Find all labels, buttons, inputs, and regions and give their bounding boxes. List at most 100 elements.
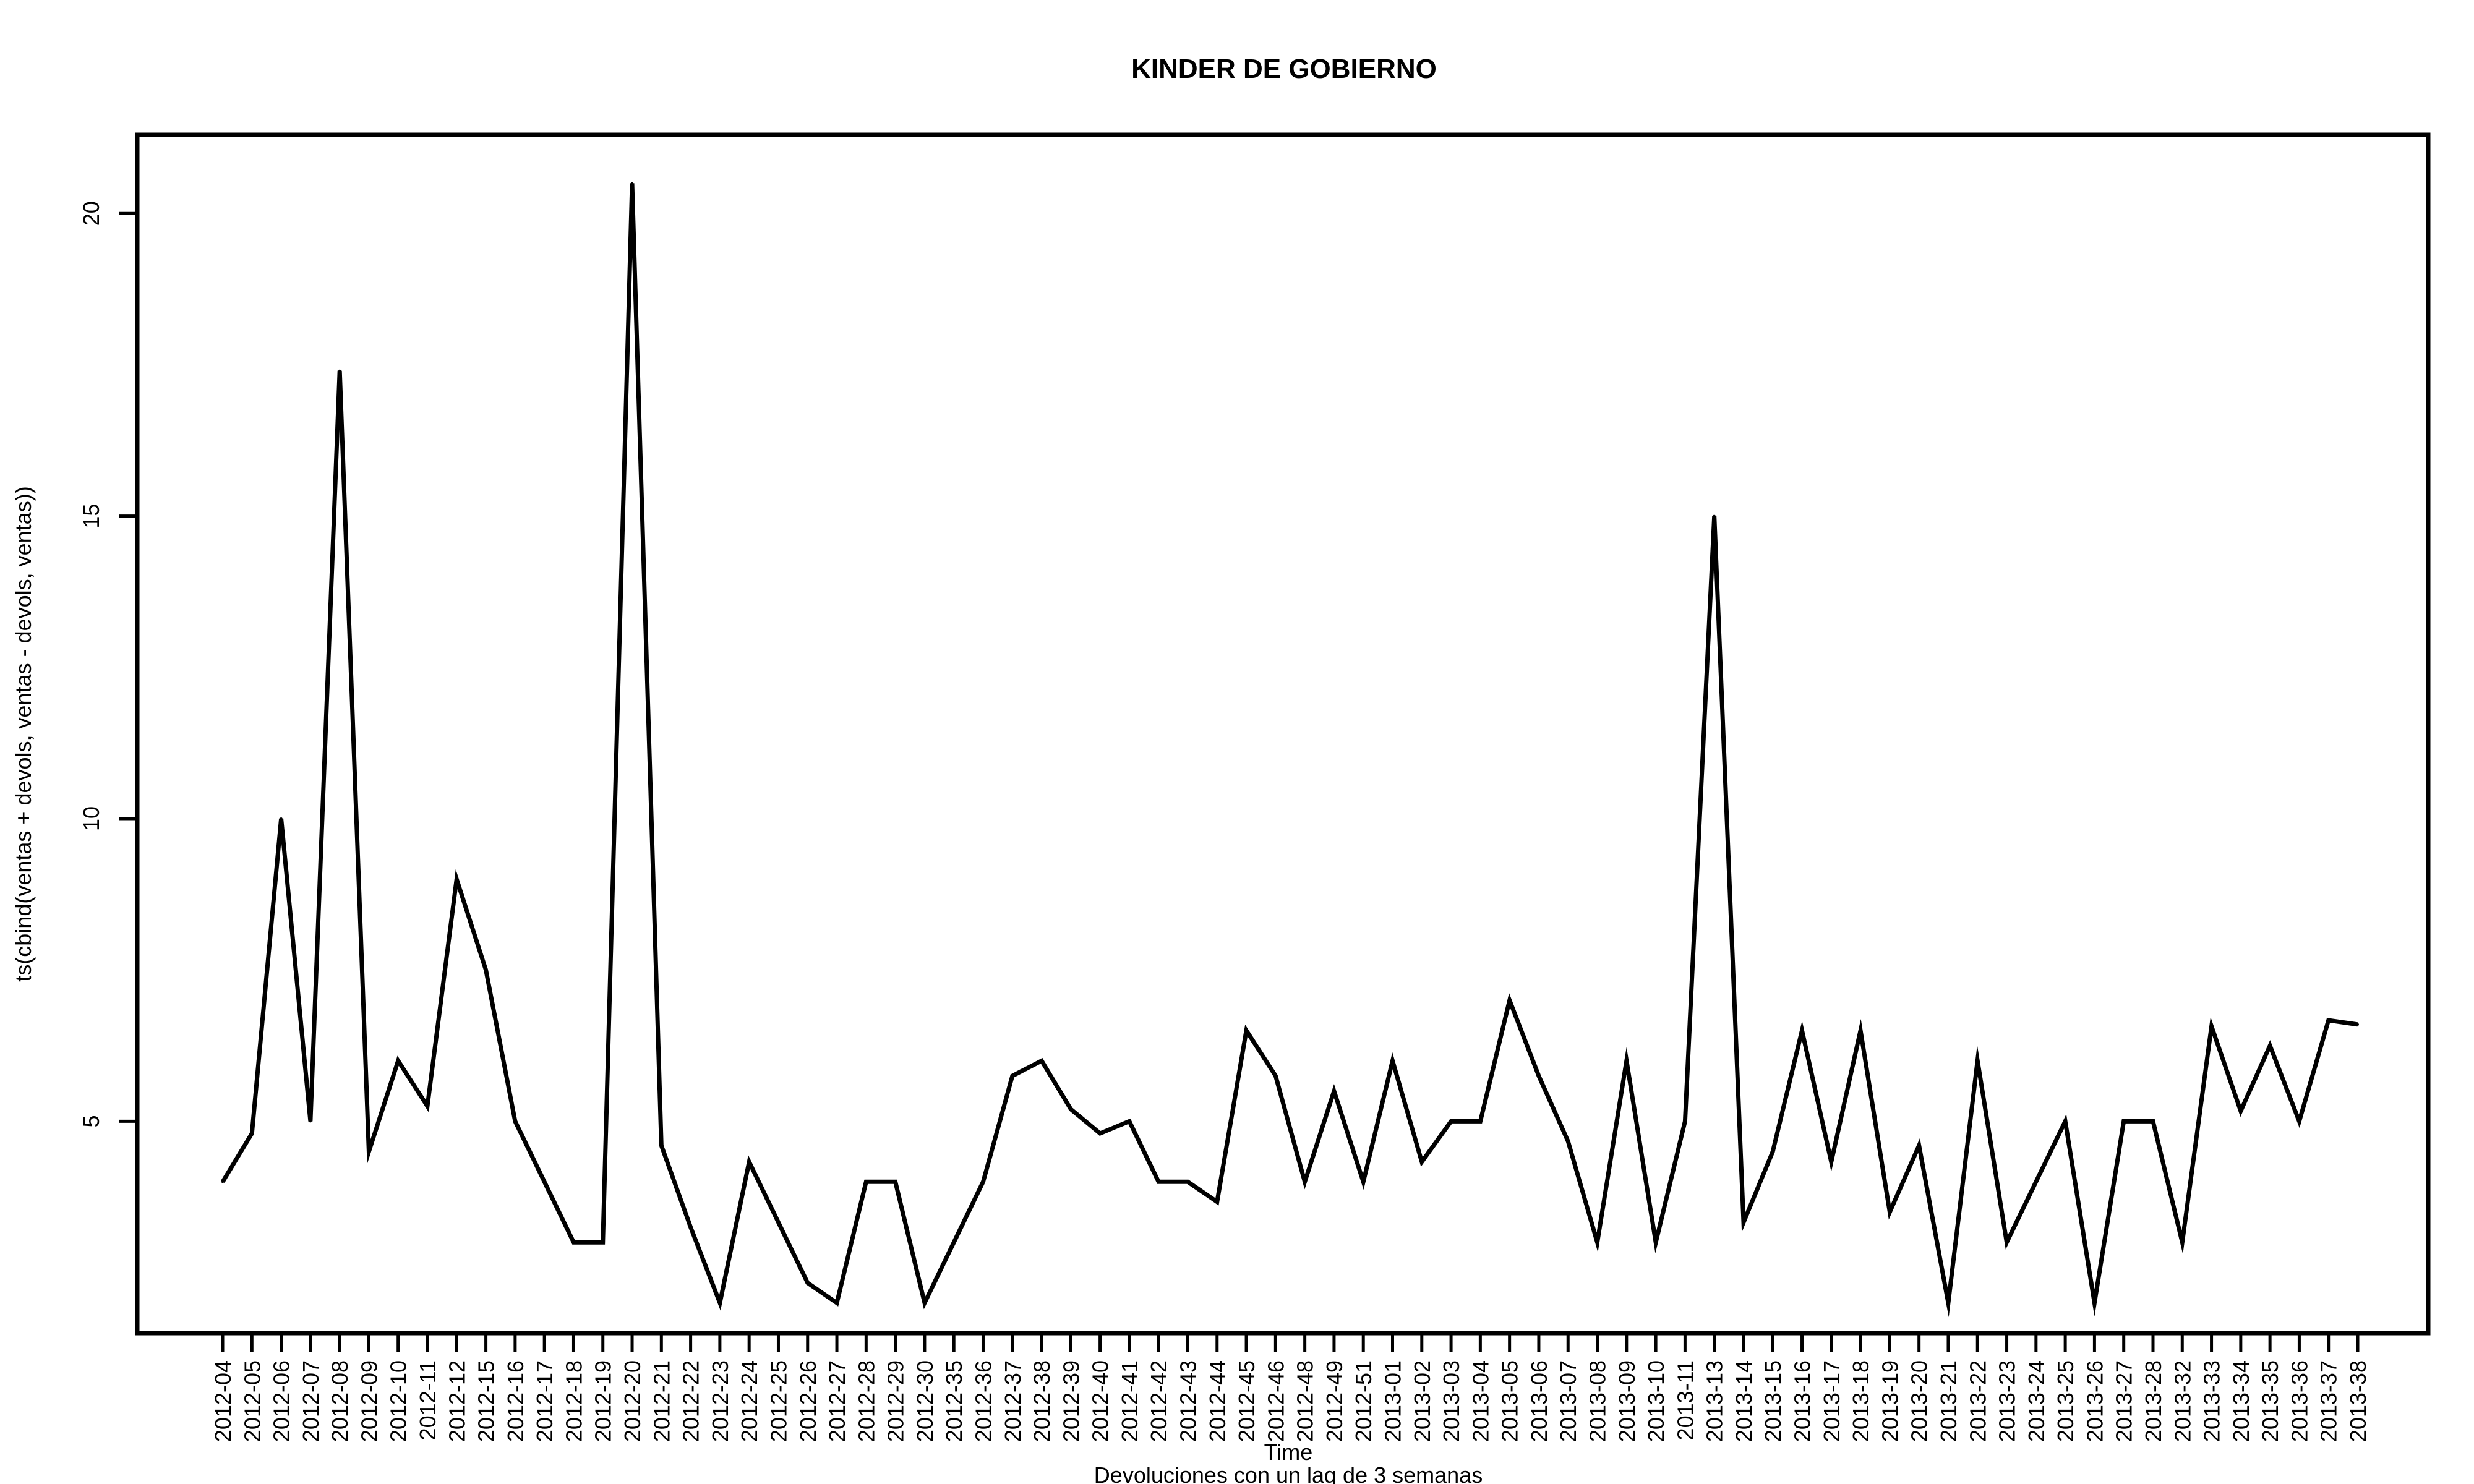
x-tick-label: 2012-40	[1088, 1360, 1113, 1442]
data-point	[2356, 1023, 2359, 1026]
data-point	[952, 1241, 956, 1244]
x-tick-label: 2012-37	[1000, 1360, 1025, 1442]
data-point	[1362, 1180, 1365, 1183]
x-tick-label: 2013-01	[1380, 1360, 1406, 1442]
x-tick-label: 2012-10	[386, 1360, 411, 1442]
x-tick-label: 2012-36	[970, 1360, 996, 1442]
x-tick-label: 2012-43	[1175, 1360, 1201, 1442]
data-point	[1800, 1029, 1804, 1032]
x-tick-label: 2012-19	[591, 1360, 616, 1442]
data-point	[426, 1104, 429, 1107]
x-tick-label: 2012-29	[883, 1360, 909, 1442]
data-point	[1596, 1241, 1599, 1244]
x-tick-label: 2012-17	[532, 1360, 557, 1442]
x-tick-label: 2012-51	[1351, 1360, 1376, 1442]
x-tick-label: 2013-22	[1965, 1360, 1990, 1442]
data-point	[1976, 1059, 1979, 1062]
data-point	[1654, 1241, 1658, 1244]
data-point	[718, 1302, 721, 1305]
x-tick-label: 2012-25	[766, 1360, 791, 1442]
x-tick-label: 2013-33	[2199, 1360, 2225, 1442]
data-point	[2122, 1120, 2125, 1123]
y-axis: 5 10 15 20	[79, 201, 137, 1127]
data-point	[1157, 1180, 1160, 1183]
series-group	[221, 182, 2359, 1318]
data-point	[250, 1132, 254, 1135]
data-point	[367, 1150, 370, 1153]
series-line	[221, 183, 2358, 1318]
chart-title: KINDER DE GOBIERNO	[1131, 54, 1437, 84]
data-point	[894, 1180, 897, 1183]
data-point	[806, 1281, 809, 1284]
data-point	[1508, 999, 1511, 1002]
x-tick-label: 2013-28	[2141, 1360, 2166, 1442]
data-point	[2034, 1180, 2037, 1183]
x-tick-label: 2012-42	[1146, 1360, 1171, 1442]
x-tick-label: 2013-24	[2024, 1360, 2049, 1442]
data-point	[396, 1059, 400, 1062]
data-point	[513, 1120, 516, 1123]
x-tick-label: 2012-26	[795, 1360, 821, 1442]
x-tick-label: 2013-08	[1585, 1360, 1611, 1442]
x-tick-label: 2013-04	[1468, 1360, 1493, 1442]
x-tick-label: 2012-30	[912, 1360, 938, 1442]
data-point	[601, 1241, 604, 1244]
x-tick-label: 2012-41	[1117, 1360, 1142, 1442]
x-tick-label: 2012-18	[561, 1360, 586, 1442]
data-point	[338, 369, 341, 372]
data-point	[1713, 514, 1716, 518]
y-axis-label: ts(cbind(ventas + devols, ventas - devol…	[11, 486, 36, 981]
data-point	[2151, 1120, 2154, 1123]
data-point	[1245, 1029, 1248, 1032]
data-point	[1391, 1059, 1394, 1062]
data-point	[1274, 1075, 1277, 1078]
data-point	[2269, 1044, 2272, 1047]
x-tick-label: 2013-23	[1995, 1360, 2020, 1442]
x-tick-label: 2013-25	[2053, 1360, 2078, 1442]
x-tick-label: 2012-15	[474, 1360, 499, 1442]
x-tick-label: 2012-28	[854, 1360, 879, 1442]
x-tick-label: 2012-46	[1263, 1360, 1288, 1442]
x-tick-label: 2013-38	[2345, 1360, 2371, 1442]
x-tick-label: 2013-11	[1672, 1360, 1698, 1440]
data-point	[1625, 1059, 1628, 1062]
x-tick-label: 2012-22	[678, 1360, 704, 1442]
data-point	[865, 1180, 868, 1183]
x-tick-label: 2012-11	[415, 1360, 440, 1440]
data-point	[1830, 1161, 1833, 1164]
x-tick-label: 2013-17	[1819, 1360, 1844, 1442]
x-tick-label: 2013-18	[1848, 1360, 1873, 1442]
x-tick-label: 2012-08	[327, 1360, 353, 1442]
x-tick-label: 2012-05	[239, 1360, 265, 1442]
data-point	[2093, 1302, 2096, 1305]
data-point	[748, 1161, 751, 1164]
data-point	[2239, 1109, 2242, 1112]
data-point	[1186, 1180, 1189, 1183]
data-point	[1332, 1090, 1335, 1093]
x-tick-label: 2012-09	[356, 1360, 382, 1442]
data-point	[923, 1302, 926, 1305]
data-point	[309, 1120, 312, 1123]
y-tick-label: 5	[79, 1115, 104, 1127]
data-point	[1917, 1144, 1920, 1147]
x-tick-label: 2013-15	[1760, 1360, 1786, 1442]
data-point	[1946, 1302, 1950, 1305]
data-point	[455, 877, 458, 881]
data-point	[1567, 1140, 1570, 1143]
x-tick-label: 2013-13	[1702, 1360, 1727, 1442]
x-tick-label: 2012-38	[1029, 1360, 1055, 1442]
x-tick-label: 2012-27	[824, 1360, 850, 1442]
plot-frame	[135, 132, 2431, 1336]
x-tick-label: 2012-49	[1322, 1360, 1347, 1442]
x-tick-label: 2012-07	[298, 1360, 323, 1442]
data-point	[1303, 1180, 1306, 1183]
x-tick-label: 2013-10	[1643, 1360, 1669, 1442]
x-tick-label: 2013-16	[1790, 1360, 1815, 1442]
data-point	[1742, 1221, 1745, 1224]
x-axis: 2012-04 2012-05 2012-06 2012-07 2012-08 2012-…	[210, 1333, 2371, 1442]
data-point	[1859, 1029, 1862, 1032]
data-point	[1098, 1132, 1102, 1135]
x-tick-label: 2013-02	[1410, 1360, 1435, 1442]
x-tick-label: 2013-36	[2287, 1360, 2312, 1442]
